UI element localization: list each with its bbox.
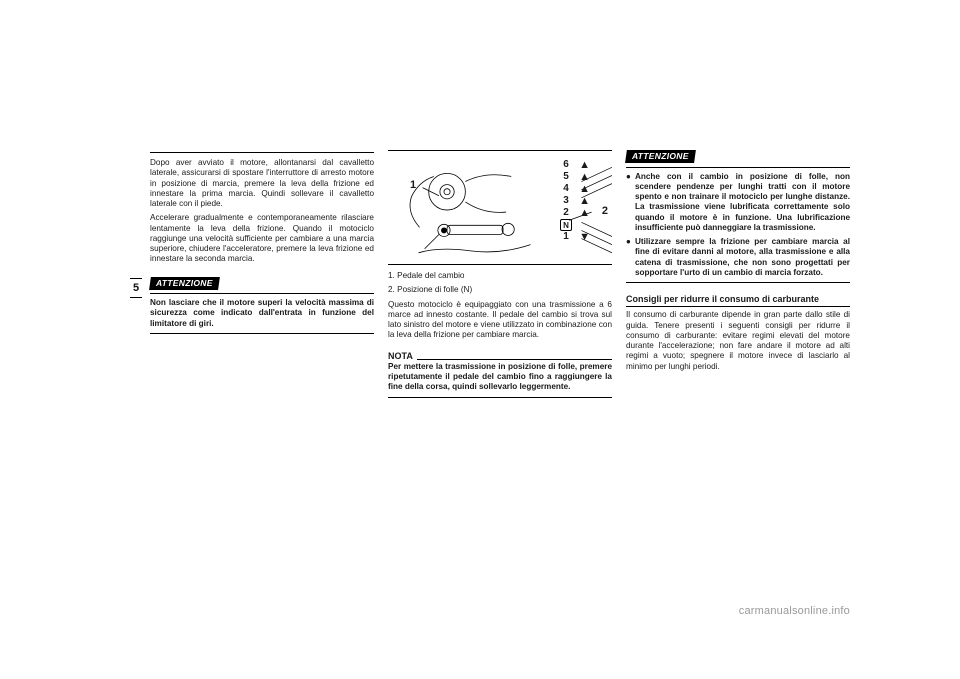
source-watermark: carmanualsonline.info [739, 605, 850, 617]
note-heading: NOTA [388, 351, 612, 362]
column-1: Dopo aver avviato il motore, allontanars… [150, 150, 374, 630]
gear-label: 3 [560, 195, 572, 207]
divider [626, 167, 850, 168]
figure-caption: 1. Pedale del cambio [388, 271, 612, 281]
warning-bullet: ● Anche con il cambio in posizione di fo… [626, 172, 850, 234]
divider [626, 282, 850, 283]
arrow-up-icon: ▲ [579, 159, 590, 171]
figure-caption: 2. Posizione di folle (N) [388, 285, 612, 295]
gear-neutral: N [560, 219, 572, 231]
warning-bullet: ● Utilizzare sempre la frizione per camb… [626, 237, 850, 278]
section-number: 5 [128, 282, 144, 294]
arrow-up-icon: ▲ [579, 207, 590, 219]
arrow-up-icon: ▲ [579, 171, 590, 183]
bullet-icon: ● [626, 237, 631, 278]
arrow-up-icon: ▲ [579, 183, 590, 195]
body-text: Questo motociclo è equipaggiato con una … [388, 300, 612, 341]
gear-label: 1 [560, 231, 572, 243]
gear-label: 5 [560, 171, 572, 183]
section-heading: Consigli per ridurre il consumo di carbu… [626, 294, 819, 305]
divider [150, 152, 374, 153]
divider [150, 293, 374, 294]
body-text: Dopo aver avviato il motore, allontanars… [150, 158, 374, 209]
section-heading-row: Consigli per ridurre il consumo di carbu… [626, 294, 850, 305]
warning-text: Anche con il cambio in posizione di foll… [635, 172, 850, 234]
warning-label: ATTENZIONE [149, 277, 219, 290]
warning-text: Utilizzare sempre la frizione per cambia… [635, 237, 850, 278]
warning-text: Non lasciare che il motore superi la vel… [150, 298, 374, 329]
divider [626, 306, 850, 307]
arrow-up-icon: ▲ [579, 195, 590, 207]
column-3: ATTENZIONE ● Anche con il cambio in posi… [626, 150, 850, 630]
divider [417, 359, 612, 360]
gear-label: 2 [560, 207, 572, 219]
divider [388, 397, 612, 398]
content-columns: Dopo aver avviato il motore, allontanars… [150, 150, 850, 630]
body-text: Accelerare gradualmente e contemporaneam… [150, 213, 374, 264]
gear-label: 4 [560, 183, 572, 195]
manual-page: 5 Dopo aver avviato il motore, allontana… [0, 0, 960, 679]
gearshift-figure: 1 2 6 5 4 3 2 N 1 ▲ ▲ ▲ ▲ ▲ [388, 150, 612, 265]
note-label: NOTA [388, 351, 413, 362]
warning-label: ATTENZIONE [625, 150, 695, 163]
note-text: Per mettere la trasmissione in posizione… [388, 362, 612, 393]
figure-callout-1: 1 [410, 179, 416, 193]
body-text: Il consumo di carburante dipende in gran… [626, 310, 850, 372]
figure-callout-2: 2 [602, 205, 608, 219]
bullet-icon: ● [626, 172, 631, 234]
gear-label: 6 [560, 159, 572, 171]
gear-arrow-column: ▲ ▲ ▲ ▲ ▲ ▼ [579, 159, 590, 243]
arrow-down-icon: ▼ [579, 231, 590, 243]
arrow-spacer [579, 219, 590, 231]
gear-number-column: 6 5 4 3 2 N 1 [560, 159, 572, 243]
column-2: 1 2 6 5 4 3 2 N 1 ▲ ▲ ▲ ▲ ▲ [388, 150, 612, 630]
divider [150, 333, 374, 334]
